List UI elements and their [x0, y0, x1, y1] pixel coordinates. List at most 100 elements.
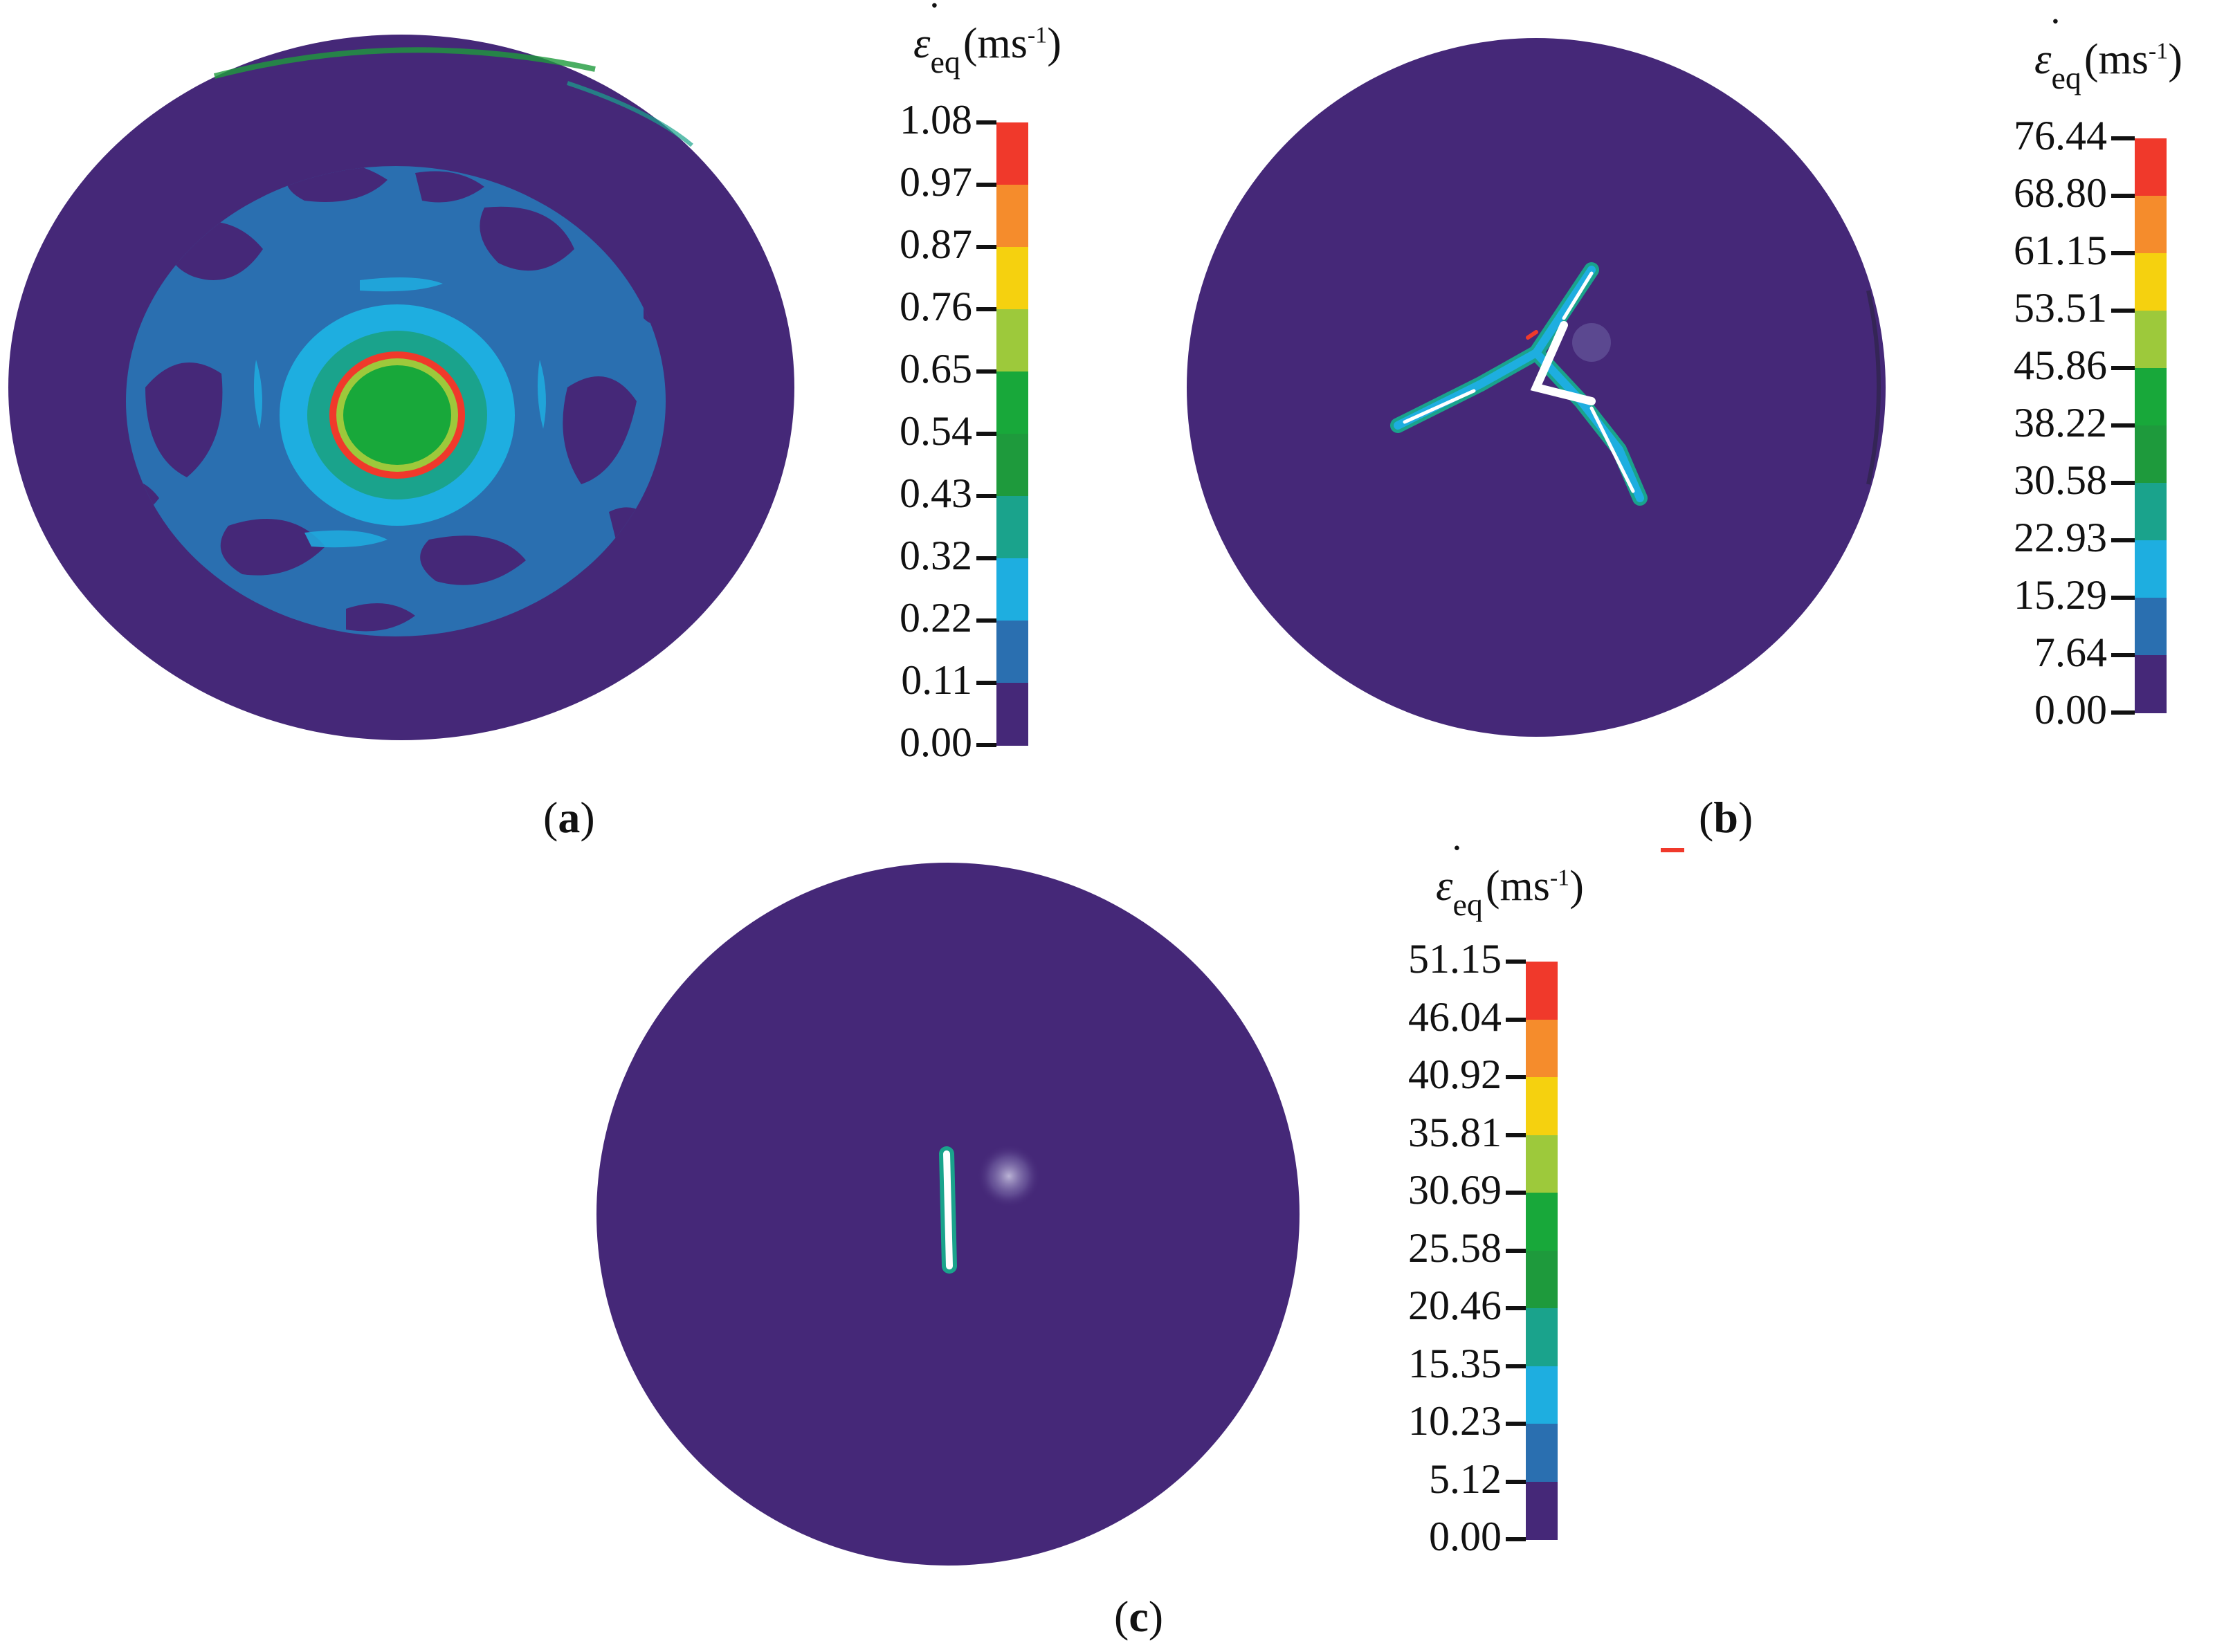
colorbar-segment: [1526, 1424, 1558, 1483]
colorbar-tick-label: 15.35: [1408, 1340, 1502, 1386]
colorbar-tick-mark: [976, 183, 996, 187]
colorbar-tick-label: 51.15: [1408, 936, 1502, 982]
colorbar-segment: [1526, 1250, 1558, 1309]
colorbar-tick-label: 22.93: [2014, 515, 2107, 560]
colorbar-tick-mark: [976, 556, 996, 560]
colorbar-tick-mark: [976, 307, 996, 311]
colorbar-tick-label: 38.22: [2014, 400, 2107, 446]
colorbar-tick-label: 45.86: [2014, 342, 2107, 388]
colorbar-tick-mark: [1506, 960, 1526, 964]
colorbar-tick-label: 46.04: [1408, 993, 1502, 1040]
colorbar-segment: [2135, 598, 2167, 656]
colorbar-tick-mark: [976, 432, 996, 436]
colorbar-tick-mark: [976, 743, 996, 747]
legend-title-a: ˙ εeq(ms-1): [913, 0, 1061, 80]
colorbar-tick-label: 0.76: [900, 284, 972, 329]
colorbar-tick-label: 25.58: [1408, 1224, 1502, 1271]
colorbar-tick-label: 20.46: [1408, 1283, 1502, 1328]
colorbar-tick-mark: [976, 120, 996, 125]
panel-a: ˙ εeq(ms-1) 1.08 0.97 0.87 0.76 0.65 0.54 0.43 0…: [0, 0, 1061, 840]
colorbar: [996, 122, 1028, 746]
stray-red-mark: [1661, 848, 1684, 852]
colorbar-segment: [996, 247, 1028, 310]
legend-title-b: ˙ εeq(ms-1): [2034, 10, 2182, 95]
colorbar-segment: [996, 122, 1028, 185]
colorbar-segment: [1526, 1077, 1558, 1136]
crack-line: [939, 1146, 957, 1274]
colorbar-tick-label: 40.92: [1408, 1052, 1502, 1097]
colorbar-tick-mark: [1506, 1479, 1526, 1484]
colorbar-tick-label: 1.08: [900, 97, 972, 143]
colorbar-segment: [2135, 540, 2167, 598]
colorbar-segment: [996, 683, 1028, 746]
colorbar-tick-label: 0.32: [900, 533, 972, 578]
colorbar-segment: [1526, 1481, 1558, 1540]
colorbar-segment: [996, 434, 1028, 497]
colorbar-tick-label: 76.44: [2014, 113, 2107, 158]
colorbar-tick-mark: [1506, 1422, 1526, 1426]
dish-rim-highlight: [213, 47, 596, 79]
colorbar-tick-mark: [2111, 194, 2135, 198]
colorbar-tick-label: 53.51: [2014, 285, 2107, 331]
colorbar-tick-label: 0.97: [900, 159, 972, 205]
panel-b: ˙ εeq(ms-1) 76.44 68.80 61.15 53.51 45.86 38.2…: [1176, 0, 2214, 852]
caption-b: (b): [1699, 793, 1753, 842]
colorbar-segment: [1526, 962, 1558, 1020]
colorbar-segment: [1526, 1366, 1558, 1424]
colorbar-segment: [996, 185, 1028, 248]
colorbar-tick-label: 61.15: [2014, 228, 2107, 273]
colorbar-segment: [2135, 253, 2167, 311]
colorbar-segment: [2135, 655, 2167, 713]
crack-pattern: [1390, 262, 1648, 506]
colorbar-segment: [1526, 1308, 1558, 1367]
colorbar-tick-label: 15.29: [2014, 572, 2107, 618]
colorbar-segment: [1526, 1019, 1558, 1078]
colorbar-tick-mark: [1506, 1132, 1526, 1137]
colorbar-tick-mark: [976, 681, 996, 685]
colorbar-tick-mark: [2111, 481, 2135, 485]
colorbar-segment: [2135, 196, 2167, 254]
colorbar-tick-label: 0.00: [1429, 1514, 1502, 1559]
colorbar-segment: [1526, 1135, 1558, 1193]
colorbar-segment: [2135, 483, 2167, 541]
colorbar-tick-label: 0.00: [2034, 687, 2107, 733]
colorbar-tick-mark: [1506, 1306, 1526, 1310]
caption-c: (c): [1114, 1592, 1164, 1641]
colorbar-tick-mark: [976, 369, 996, 374]
colorbar-tick-label: 0.87: [900, 221, 972, 267]
colorbar-tick-mark: [976, 494, 996, 498]
colorbar-segment: [2135, 138, 2167, 196]
legend-a: ˙ εeq(ms-1) 1.08 0.97 0.87 0.76 0.65 0.54 0.43 0…: [858, 0, 1135, 763]
colorbar-segment: [996, 496, 1028, 559]
colorbar-tick-mark: [2111, 653, 2135, 657]
colorbar-tick-label: 0.43: [900, 470, 972, 516]
colorbar-tick-mark: [1506, 1537, 1526, 1541]
contour-plot-c: [596, 863, 1300, 1566]
contour-plot-a: [8, 35, 794, 740]
caption-a: (a): [543, 793, 595, 842]
colorbar-tick-label: 0.11: [901, 657, 972, 703]
colorbar-segment: [2135, 425, 2167, 484]
colorbar-tick-mark: [976, 245, 996, 249]
colorbar-segment: [1526, 1193, 1558, 1251]
colorbar-tick-mark: [2111, 251, 2135, 255]
colorbar-tick-mark: [2111, 423, 2135, 428]
colorbar: [2135, 138, 2167, 713]
colorbar-tick-label: 0.65: [900, 346, 972, 392]
colorbar-tick-label: 0.22: [900, 595, 972, 641]
colorbar-tick-label: 68.80: [2014, 170, 2107, 216]
colorbar-tick-mark: [2111, 366, 2135, 370]
colorbar-tick-label: 35.81: [1408, 1109, 1502, 1155]
colorbar-tick-mark: [2111, 309, 2135, 313]
colorbar: [1526, 962, 1558, 1540]
panel-c: ˙ εeq(ms-1) 51.15 46.04 40.92 35.81 30.69 25.5…: [588, 830, 1695, 1652]
colorbar-tick-mark: [1506, 1364, 1526, 1368]
colorbar-tick-mark: [1506, 1017, 1526, 1022]
colorbar-segment: [996, 558, 1028, 621]
colorbar-tick-mark: [1506, 1075, 1526, 1079]
legend-b: ˙ εeq(ms-1) 76.44 68.80 61.15 53.51 45.86 38.2…: [1903, 10, 2194, 758]
colorbar-tick-mark: [1506, 1191, 1526, 1195]
legend-title-c: ˙ εeq(ms-1): [1436, 837, 1584, 922]
colorbar-segment: [2135, 368, 2167, 426]
colorbar-segment: [996, 309, 1028, 372]
